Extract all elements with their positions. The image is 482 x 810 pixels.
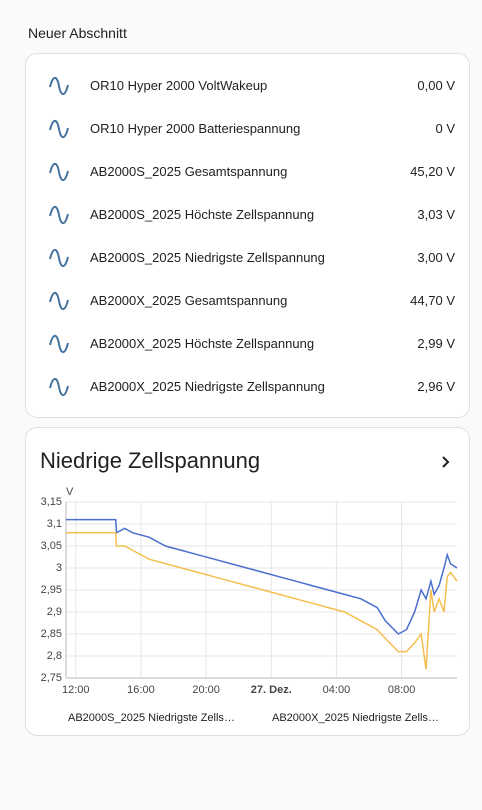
entity-name: AB2000X_2025 Gesamtspannung xyxy=(90,293,288,308)
entity-name: AB2000X_2025 Höchste Zellspannung xyxy=(90,336,315,351)
entity-state: 2,99 V xyxy=(417,336,455,351)
entity-state: 2,96 V xyxy=(417,379,455,394)
y-tick-label: 2,75 xyxy=(41,672,62,684)
entity-state: 3,03 V xyxy=(417,207,455,222)
y-tick-label: 2,9 xyxy=(47,606,62,618)
series-line xyxy=(66,518,458,635)
entity-row[interactable]: AB2000S_2025 Gesamtspannung 45,20 V xyxy=(26,152,469,192)
sine-path xyxy=(49,334,69,354)
sine-icon xyxy=(49,334,69,354)
entity-name: OR10 Hyper 2000 VoltWakeup xyxy=(90,78,268,93)
entity-row[interactable]: OR10 Hyper 2000 Batteriespannung 0 V xyxy=(26,109,469,149)
sine-icon xyxy=(49,76,69,96)
x-tick-label: 08:00 xyxy=(388,684,416,696)
sine-icon xyxy=(49,119,69,139)
sine-path xyxy=(49,119,69,139)
entity-row[interactable]: OR10 Hyper 2000 VoltWakeup 0,00 V xyxy=(26,66,469,106)
y-tick-label: 2,85 xyxy=(41,628,62,640)
card-title: Niedrige Zellspannung xyxy=(40,448,261,473)
y-tick-label: 3,1 xyxy=(47,518,62,530)
entity-name: AB2000S_2025 Gesamtspannung xyxy=(90,164,288,179)
entity-name: AB2000S_2025 Niedrigste Zellspannung xyxy=(90,250,325,265)
entity-state: 44,70 V xyxy=(410,293,455,308)
sine-path xyxy=(49,377,69,397)
sine-icon xyxy=(49,291,69,311)
sine-path xyxy=(49,76,69,96)
sine-icon xyxy=(49,248,69,268)
entity-state: 45,20 V xyxy=(410,164,455,179)
x-tick-label: 12:00 xyxy=(62,684,90,696)
sine-icon xyxy=(49,377,69,397)
legend-label[interactable]: AB2000S_2025 Niedrigste Zellspannung xyxy=(68,712,240,724)
entity-row[interactable]: AB2000S_2025 Niedrigste Zellspannung 3,00… xyxy=(26,238,469,278)
chart-card[interactable]: Niedrige Zellspannung xyxy=(25,427,470,736)
section-title: Neuer Abschnitt xyxy=(28,25,127,41)
y-axis-label: V xyxy=(66,486,74,498)
y-tick-label: 3,15 xyxy=(41,496,62,508)
entity-state: 0,00 V xyxy=(417,78,455,93)
x-tick-label: 16:00 xyxy=(127,684,155,696)
entities-card: OR10 Hyper 2000 VoltWakeup 0,00 V OR10 Hyp… xyxy=(25,53,470,418)
entity-name: OR10 Hyper 2000 Batteriespannung xyxy=(90,121,301,136)
entity-state: 3,00 V xyxy=(417,250,455,265)
y-tick-label: 2,95 xyxy=(41,584,62,596)
entity-row[interactable]: AB2000X_2025 Höchste Zellspannung 2,99 V xyxy=(26,324,469,364)
sine-icon xyxy=(49,205,69,225)
y-tick-label: 2,8 xyxy=(47,650,62,662)
x-tick-label: 04:00 xyxy=(323,684,351,696)
entity-row[interactable]: AB2000X_2025 Niedrigste Zellspannung 2,96… xyxy=(26,367,469,407)
sine-icon xyxy=(49,162,69,182)
chart: V 2,75 2,8 2,85 2,9 2,95 3 3,05 3,1 3,15 12:00 16:… xyxy=(41,486,458,696)
entity-row[interactable]: AB2000S_2025 Höchste Zellspannung 3,03 V xyxy=(26,195,469,235)
sine-path xyxy=(49,248,69,268)
legend-label[interactable]: AB2000X_2025 Niedrigste Zellspannung xyxy=(272,712,444,724)
chevron[interactable] xyxy=(438,454,454,470)
entity-name: AB2000S_2025 Höchste Zellspannung xyxy=(90,207,315,222)
y-tick-label: 3 xyxy=(56,562,62,574)
x-tick-label: 27. Dez. xyxy=(251,684,292,696)
sine-path xyxy=(49,291,69,311)
entity-name: AB2000X_2025 Niedrigste Zellspannung xyxy=(90,379,325,394)
y-tick-label: 3,05 xyxy=(41,540,62,552)
sine-path xyxy=(49,205,69,225)
series-line xyxy=(66,532,458,670)
x-tick-label: 20:00 xyxy=(192,684,220,696)
sine-path xyxy=(49,162,69,182)
entity-row[interactable]: AB2000X_2025 Gesamtspannung 44,70 V xyxy=(26,281,469,321)
entity-state: 0 V xyxy=(435,121,455,136)
